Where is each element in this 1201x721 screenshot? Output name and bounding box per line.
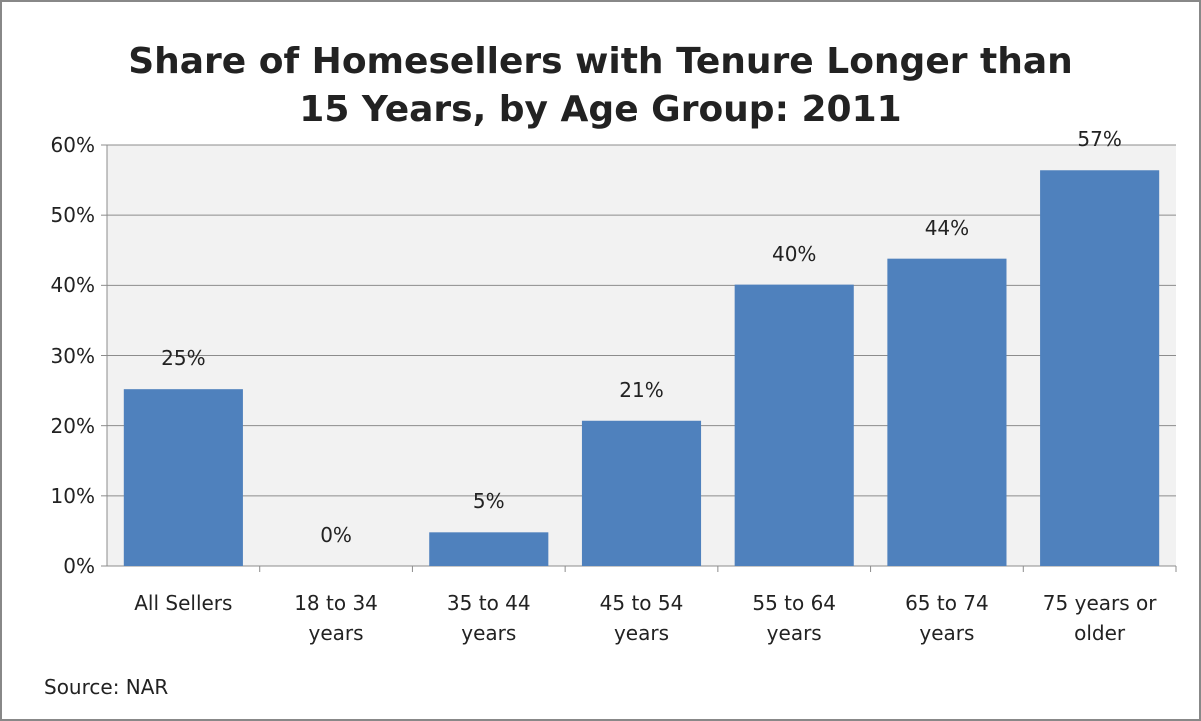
y-tick-label: 30% [50, 343, 95, 368]
bar [887, 258, 1007, 566]
y-tick-label: 50% [50, 203, 95, 228]
source-note: Source: NAR [44, 675, 169, 699]
x-tick-label: All Sellers [134, 591, 233, 615]
data-label: 25% [161, 346, 206, 371]
x-tick-label: 45 to 54 years [599, 591, 684, 645]
bar [1040, 170, 1160, 566]
data-label: 5% [472, 489, 505, 514]
chart-title: Share of Homesellers with Tenure Longer … [128, 41, 1073, 130]
x-tick-label: 75 years or older [1042, 591, 1157, 645]
data-label: 57% [1077, 127, 1122, 152]
y-tick-label: 40% [50, 273, 95, 298]
y-tick-label: 60% [50, 133, 95, 157]
bar [429, 532, 549, 566]
data-label: 44% [924, 215, 970, 240]
data-label: 0% [320, 523, 352, 547]
y-tick-label: 20% [50, 413, 95, 438]
data-label: 21% [619, 377, 664, 402]
x-tick-label: 65 to 74 years [905, 591, 989, 645]
x-tick-label: 18 to 34 years [294, 591, 378, 645]
x-tick-label: 55 to 64 years [752, 591, 837, 645]
bar [581, 420, 702, 566]
y-tick-label: 10% [50, 483, 95, 508]
bar [734, 284, 854, 566]
x-tick-label: 35 to 44 years [446, 591, 531, 645]
y-tick-label: 0% [63, 554, 95, 578]
bar [123, 389, 243, 566]
data-label: 40% [771, 241, 817, 266]
